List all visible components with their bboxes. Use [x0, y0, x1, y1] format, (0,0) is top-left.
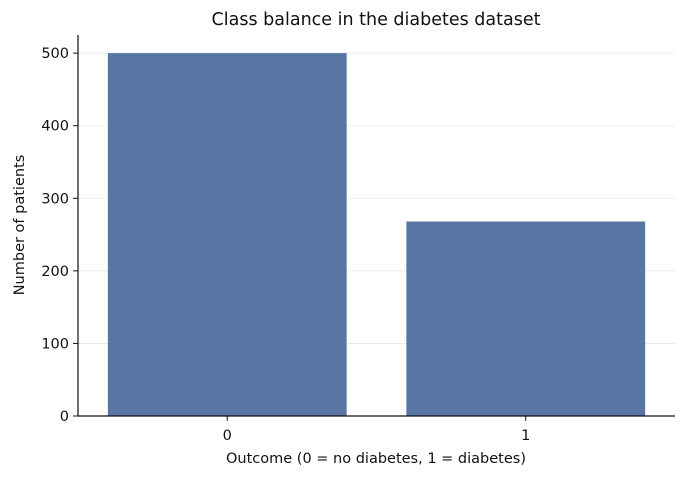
x-tick-label: 0	[223, 428, 232, 444]
bar-1	[406, 221, 646, 416]
x-tick-label: 1	[521, 428, 530, 444]
y-tick-label: 100	[41, 336, 69, 352]
y-tick-label: 200	[41, 264, 69, 280]
chart-title: Class balance in the diabetes dataset	[212, 10, 541, 30]
y-tick-label: 400	[41, 119, 69, 135]
bars	[107, 53, 646, 417]
bar-0	[107, 53, 347, 417]
y-tick-label: 500	[41, 46, 69, 62]
y-axis-label: Number of patients	[12, 155, 28, 296]
y-tick-label: 0	[60, 409, 69, 425]
y-axis-ticks: 0 100 200 300 400 500	[41, 46, 78, 425]
y-tick-label: 300	[41, 191, 69, 207]
x-axis-label: Outcome (0 = no diabetes, 1 = diabetes)	[226, 451, 526, 467]
